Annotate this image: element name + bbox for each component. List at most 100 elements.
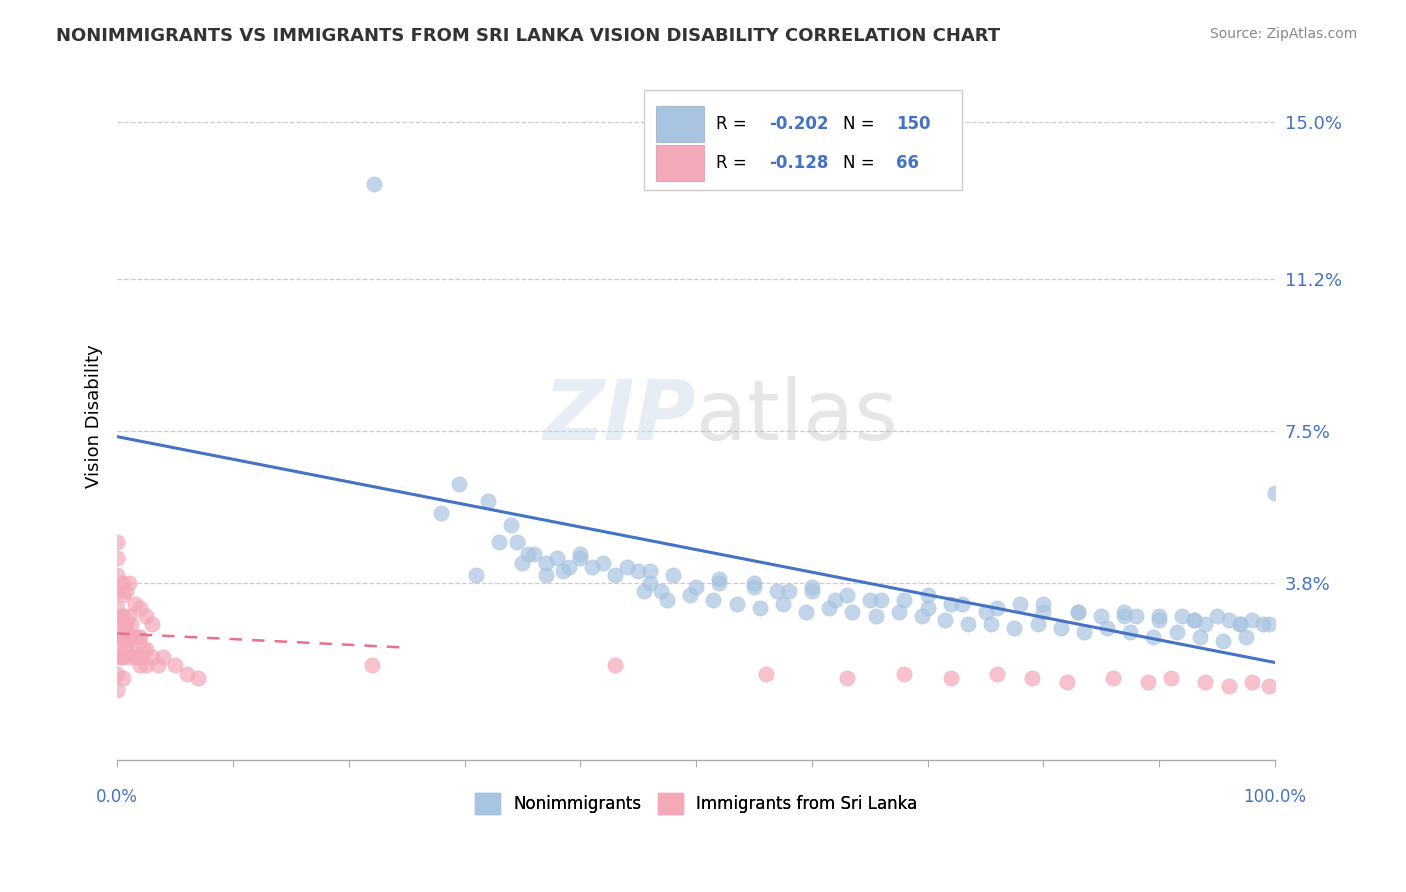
Text: R =: R = xyxy=(716,115,752,133)
Point xyxy=(986,600,1008,615)
Point xyxy=(939,597,962,611)
Point xyxy=(110,630,132,644)
Text: 66: 66 xyxy=(897,154,920,172)
FancyBboxPatch shape xyxy=(655,145,704,181)
Point xyxy=(187,671,209,685)
Point xyxy=(105,551,128,566)
Text: 150: 150 xyxy=(897,115,931,133)
Point xyxy=(1147,609,1170,624)
Point xyxy=(118,576,141,591)
Point xyxy=(1049,621,1071,635)
Point xyxy=(477,493,499,508)
Point xyxy=(893,666,915,681)
Point xyxy=(111,589,134,603)
Point xyxy=(709,576,731,591)
Point xyxy=(141,617,163,632)
Point xyxy=(1026,617,1049,632)
Point xyxy=(111,650,134,665)
Point xyxy=(581,559,603,574)
Point xyxy=(1160,671,1182,685)
Text: N =: N = xyxy=(844,115,880,133)
Point xyxy=(135,641,157,656)
Point xyxy=(1119,625,1142,640)
Text: 0.0%: 0.0% xyxy=(96,788,138,805)
Point xyxy=(1264,485,1286,500)
Point xyxy=(1258,679,1281,693)
Point xyxy=(1010,597,1032,611)
Point xyxy=(859,592,882,607)
Point xyxy=(129,600,152,615)
Point xyxy=(709,572,731,586)
Point xyxy=(702,592,724,607)
Point xyxy=(1234,630,1257,644)
Point xyxy=(488,535,510,549)
Point xyxy=(1218,613,1240,627)
Point xyxy=(1114,605,1136,619)
Point xyxy=(818,600,841,615)
Point xyxy=(110,650,132,665)
Text: ZIP: ZIP xyxy=(544,376,696,457)
Point xyxy=(111,630,134,644)
Point xyxy=(800,584,823,599)
Point xyxy=(1073,625,1095,640)
Point xyxy=(115,641,138,656)
Point xyxy=(111,671,134,685)
Point xyxy=(557,559,579,574)
Point xyxy=(569,547,592,561)
Point xyxy=(1090,609,1112,624)
Point xyxy=(794,605,817,619)
Point xyxy=(551,564,574,578)
Point xyxy=(447,477,470,491)
Point xyxy=(512,556,534,570)
Point xyxy=(127,650,149,665)
Point xyxy=(772,597,794,611)
Point xyxy=(917,600,939,615)
Point xyxy=(135,658,157,673)
Point xyxy=(766,584,789,599)
Point xyxy=(115,584,138,599)
Point xyxy=(950,597,973,611)
Point xyxy=(110,609,132,624)
Point xyxy=(865,609,887,624)
Text: N =: N = xyxy=(844,154,880,172)
Point xyxy=(114,617,136,632)
Point xyxy=(465,567,488,582)
Point xyxy=(105,584,128,599)
Point xyxy=(1229,617,1251,632)
Point xyxy=(105,683,128,698)
Point xyxy=(115,617,138,632)
Point xyxy=(1102,671,1125,685)
Point xyxy=(124,597,146,611)
Point xyxy=(638,576,661,591)
Point xyxy=(363,177,385,191)
Point xyxy=(638,564,661,578)
Point xyxy=(592,556,614,570)
Point xyxy=(105,650,128,665)
FancyBboxPatch shape xyxy=(655,106,704,142)
Point xyxy=(934,613,956,627)
Point xyxy=(569,551,592,566)
Point xyxy=(111,609,134,624)
Point xyxy=(980,617,1002,632)
Point xyxy=(1206,609,1229,624)
Point xyxy=(1136,674,1159,689)
Point xyxy=(105,617,128,632)
Point xyxy=(655,592,678,607)
Point xyxy=(1212,633,1234,648)
Point xyxy=(1067,605,1090,619)
Point xyxy=(124,630,146,644)
Point xyxy=(1229,617,1251,632)
Point xyxy=(1166,625,1188,640)
Point xyxy=(754,666,776,681)
Point xyxy=(124,650,146,665)
Text: atlas: atlas xyxy=(696,376,898,457)
Point xyxy=(105,535,128,549)
Point xyxy=(627,564,650,578)
Legend: Nonimmigrants, Immigrants from Sri Lanka: Nonimmigrants, Immigrants from Sri Lanka xyxy=(468,787,924,821)
Point xyxy=(835,671,858,685)
Point xyxy=(1182,613,1205,627)
Point xyxy=(105,600,128,615)
Point xyxy=(1032,597,1054,611)
Point xyxy=(1095,621,1118,635)
Point xyxy=(1182,613,1205,627)
